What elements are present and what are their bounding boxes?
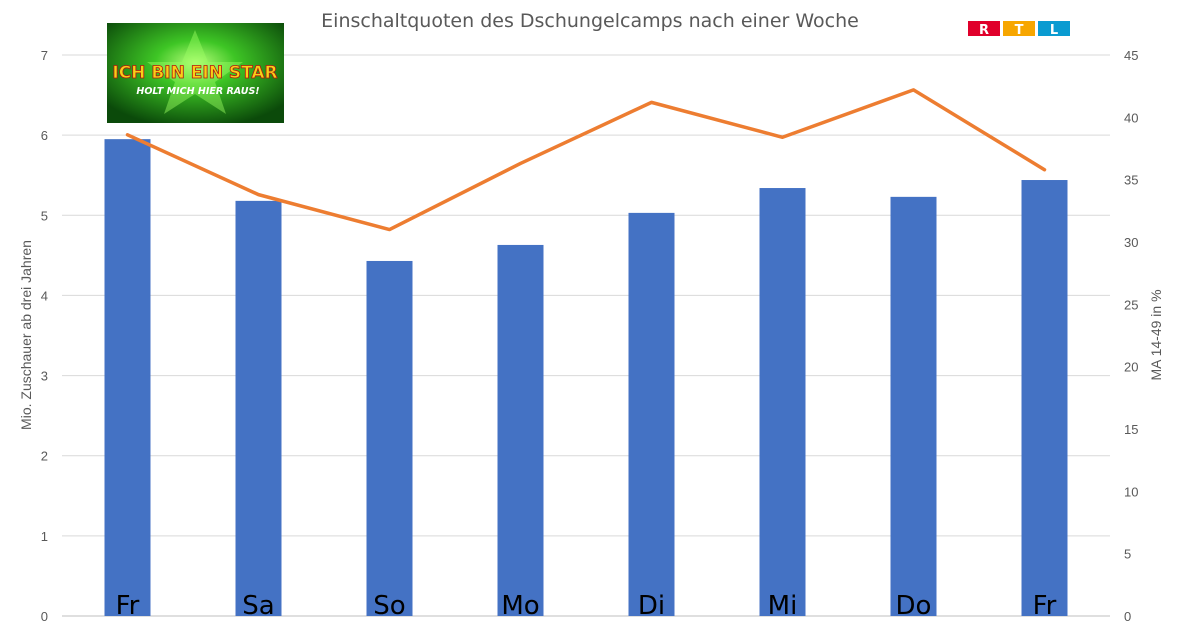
left-tick-label: 1 bbox=[41, 529, 48, 544]
bar bbox=[497, 244, 544, 616]
category-label: So bbox=[373, 591, 405, 621]
left-axis-ticks: 0 1 2 3 4 5 6 7 bbox=[41, 48, 48, 624]
category-labels: Fr Sa So Mo Di Mi Do Fr bbox=[116, 591, 1057, 621]
right-tick-label: 0 bbox=[1124, 609, 1131, 624]
left-tick-label: 0 bbox=[41, 609, 48, 624]
bar bbox=[890, 196, 937, 617]
rtl-logo-letter-t: T bbox=[1015, 23, 1024, 38]
right-tick-label: 30 bbox=[1124, 235, 1138, 250]
left-tick-label: 5 bbox=[41, 208, 48, 223]
bar bbox=[104, 139, 151, 616]
left-tick-label: 2 bbox=[41, 449, 48, 464]
bar bbox=[235, 200, 282, 617]
right-tick-label: 40 bbox=[1124, 110, 1138, 125]
category-label: Di bbox=[638, 591, 665, 621]
show-logo-background bbox=[107, 23, 284, 123]
rtl-logo-box-l bbox=[1038, 21, 1070, 36]
rtl-logo-letter-r: R bbox=[979, 23, 989, 38]
right-tick-label: 15 bbox=[1124, 422, 1138, 437]
category-label: Fr bbox=[1033, 591, 1057, 621]
show-logo-line2: HOLT MICH HIER RAUS! bbox=[136, 86, 259, 97]
show-logo-line1: ICH BIN EIN STAR bbox=[112, 63, 277, 83]
star-icon bbox=[147, 30, 243, 114]
category-label: Mi bbox=[768, 591, 798, 621]
right-tick-label: 20 bbox=[1124, 360, 1138, 375]
line-series bbox=[125, 88, 1047, 232]
category-label: Do bbox=[896, 591, 932, 621]
category-label: Fr bbox=[116, 591, 140, 621]
bar-series bbox=[104, 139, 1068, 617]
right-tick-label: 25 bbox=[1124, 297, 1138, 312]
right-axis-label: MA 14-49 in % bbox=[1148, 289, 1164, 380]
right-tick-label: 35 bbox=[1124, 173, 1138, 188]
line-path bbox=[125, 88, 1047, 232]
category-label: Sa bbox=[242, 591, 274, 621]
rtl-logo: R T L bbox=[968, 21, 1070, 38]
show-logo: ICH BIN EIN STAR HOLT MICH HIER RAUS! bbox=[107, 23, 284, 123]
gridlines bbox=[62, 54, 1110, 617]
bar bbox=[628, 212, 675, 617]
bar bbox=[1021, 180, 1068, 616]
bar bbox=[759, 188, 806, 616]
rtl-logo-box-r bbox=[968, 21, 1000, 36]
right-tick-label: 45 bbox=[1124, 48, 1138, 63]
left-axis-label: Mio. Zuschauer ab drei Jahren bbox=[18, 240, 34, 430]
rtl-logo-letter-l: L bbox=[1050, 23, 1058, 38]
category-label: Mo bbox=[501, 591, 539, 621]
chart-title: Einschaltquoten des Dschungelcamps nach … bbox=[321, 10, 859, 32]
left-tick-label: 3 bbox=[41, 369, 48, 384]
left-tick-label: 6 bbox=[41, 128, 48, 143]
bar bbox=[366, 260, 413, 616]
right-axis-ticks: 0 5 10 15 20 25 30 35 40 45 bbox=[1124, 48, 1138, 624]
right-tick-label: 10 bbox=[1124, 484, 1138, 499]
rtl-logo-box-t bbox=[1003, 21, 1035, 36]
right-tick-label: 5 bbox=[1124, 547, 1131, 562]
left-tick-label: 7 bbox=[41, 48, 48, 63]
left-tick-label: 4 bbox=[41, 288, 48, 303]
